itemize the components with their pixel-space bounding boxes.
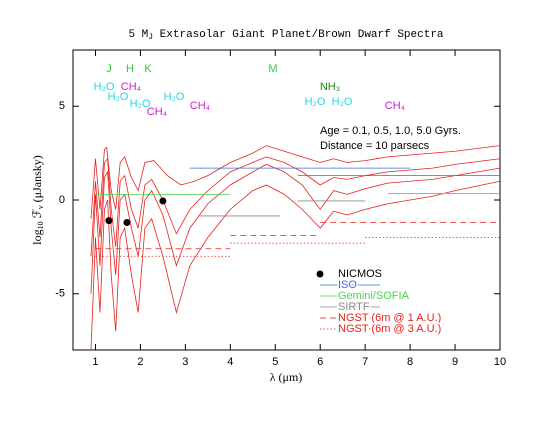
- annotation: J: [106, 63, 112, 75]
- legend-label: SIRTF: [338, 301, 370, 313]
- legend-label: Gemini/SOFIA: [338, 290, 410, 302]
- annotation: H: [126, 63, 134, 75]
- annotation: CH₄: [147, 106, 168, 118]
- x-tick-label: 10: [494, 356, 506, 368]
- annotation: H₂O: [305, 96, 326, 108]
- x-tick-label: 1: [92, 356, 98, 368]
- y-tick-label: 5: [59, 100, 65, 112]
- legend-label: ISO: [338, 279, 357, 291]
- y-tick-label: -5: [55, 288, 65, 300]
- x-tick-label: 9: [452, 356, 458, 368]
- annotation: H₂O: [94, 81, 115, 93]
- annotation: Age = 0.1, 0.5, 1.0, 5.0 Gyrs.: [320, 125, 461, 137]
- y-label-subscript: 10: [36, 221, 45, 229]
- nicmos-point: [159, 197, 167, 205]
- y-axis-label: log10 ℱν (μJansky): [30, 155, 45, 245]
- y-tick-label: 0: [59, 194, 65, 206]
- annotation: H₂O: [332, 96, 353, 108]
- annotation: CH₄: [121, 81, 142, 93]
- annotation: H₂O: [164, 91, 185, 103]
- x-tick-label: 8: [407, 356, 413, 368]
- x-tick-label: 4: [227, 356, 233, 368]
- legend-label: NGST (6m @ 1 A.U.): [338, 312, 441, 324]
- spectrum-line: [90, 145, 500, 219]
- spectrum-line: [90, 180, 500, 350]
- title-part: 5 M: [128, 29, 148, 41]
- spectrum-line: [90, 163, 500, 294]
- annotation: NH₃: [320, 81, 340, 93]
- chart-title: 5 MJ Extrasolar Giant Planet/Brown Dwarf…: [128, 29, 443, 42]
- x-tick-label: 3: [182, 356, 188, 368]
- legend-label: NICMOS: [338, 268, 382, 280]
- annotation: CH₄: [190, 100, 211, 112]
- legend-label: NGST (6m @ 3 A.U.): [338, 323, 441, 335]
- annotation: K: [144, 63, 152, 75]
- y-label-part: (μJansky): [30, 155, 44, 205]
- annotation: H₂O: [130, 98, 151, 110]
- x-tick-label: 7: [362, 356, 368, 368]
- nicmos-point: [123, 219, 131, 226]
- title-part: Extrasolar Giant Planet/Brown Dwarf Spec…: [153, 29, 444, 41]
- annotation: M: [268, 63, 277, 75]
- x-axis-label: λ (μm): [270, 370, 303, 384]
- y-label-part: log: [30, 229, 44, 244]
- spectrum-line: [90, 156, 500, 257]
- x-tick-label: 5: [272, 356, 278, 368]
- annotation: Distance = 10 parsecs: [320, 140, 430, 152]
- title-subscript: J: [148, 33, 153, 42]
- plot-area: [90, 145, 500, 350]
- y-label-part: ℱ: [30, 208, 44, 221]
- annotation: H₂O: [108, 91, 129, 103]
- y-label-subscript: ν: [36, 205, 45, 209]
- annotation: CH₄: [385, 100, 406, 112]
- nicmos-point: [105, 217, 113, 225]
- x-tick-label: 6: [317, 356, 323, 368]
- legend-marker: [316, 270, 324, 278]
- x-tick-label: 2: [137, 356, 143, 368]
